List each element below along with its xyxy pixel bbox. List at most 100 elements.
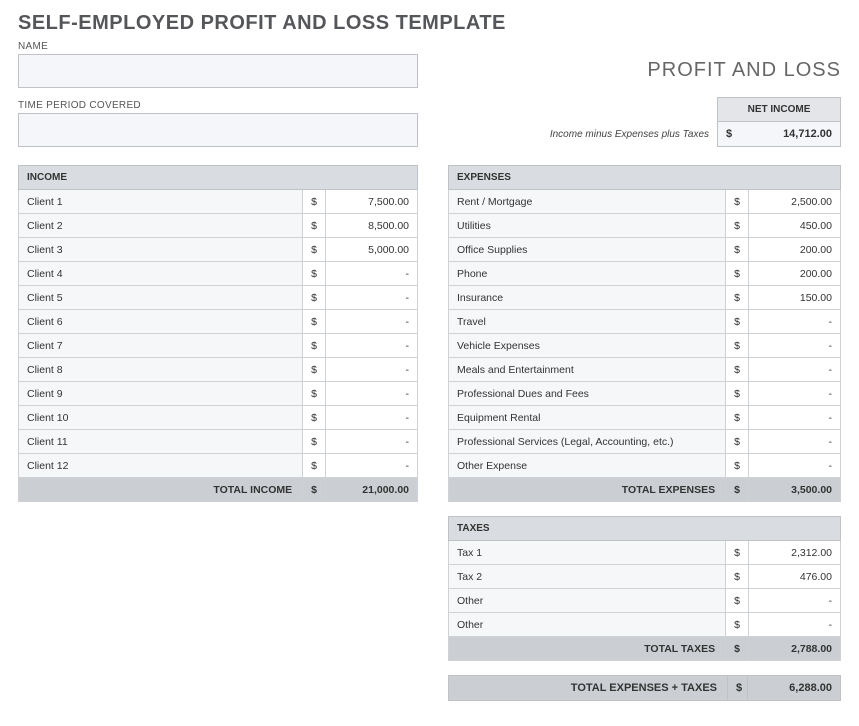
row-value[interactable]: 8,500.00 [326, 214, 418, 238]
income-total-value: 21,000.00 [326, 478, 418, 502]
row-value[interactable]: 476.00 [749, 565, 841, 589]
row-currency: $ [303, 406, 326, 430]
row-label[interactable]: Client 9 [19, 382, 303, 406]
row-value[interactable]: 5,000.00 [326, 238, 418, 262]
row-label[interactable]: Client 11 [19, 430, 303, 454]
row-currency: $ [726, 262, 749, 286]
table-row: Client 10$- [19, 406, 418, 430]
row-value[interactable]: - [749, 589, 841, 613]
row-label[interactable]: Client 2 [19, 214, 303, 238]
table-row: Rent / Mortgage$2,500.00 [449, 190, 841, 214]
row-currency: $ [303, 430, 326, 454]
row-label[interactable]: Meals and Entertainment [449, 358, 726, 382]
row-value[interactable]: - [326, 406, 418, 430]
main-title: SELF-EMPLOYED PROFIT AND LOSS TEMPLATE [18, 12, 506, 35]
row-label[interactable]: Insurance [449, 286, 726, 310]
row-currency: $ [303, 382, 326, 406]
row-value[interactable]: - [326, 382, 418, 406]
table-row: Client 4$- [19, 262, 418, 286]
row-currency: $ [726, 613, 749, 637]
row-currency: $ [726, 286, 749, 310]
row-label[interactable]: Travel [449, 310, 726, 334]
row-label[interactable]: Other Expense [449, 454, 726, 478]
row-currency: $ [303, 262, 326, 286]
row-label[interactable]: Client 1 [19, 190, 303, 214]
row-value[interactable]: 200.00 [749, 238, 841, 262]
expenses-total-value: 3,500.00 [749, 478, 841, 502]
row-value[interactable]: 450.00 [749, 214, 841, 238]
row-value[interactable]: - [326, 286, 418, 310]
taxes-total-value: 2,788.00 [749, 637, 841, 661]
name-input[interactable] [18, 54, 418, 88]
row-value[interactable]: - [749, 613, 841, 637]
row-value[interactable]: - [749, 382, 841, 406]
columns: INCOME Client 1$7,500.00Client 2$8,500.0… [18, 165, 841, 701]
net-income-area: Income minus Expenses plus Taxes NET INC… [550, 97, 841, 147]
row-label[interactable]: Tax 2 [449, 565, 726, 589]
table-row: Client 7$- [19, 334, 418, 358]
row-value[interactable]: 2,312.00 [749, 541, 841, 565]
row-value[interactable]: - [326, 334, 418, 358]
row-value[interactable]: 200.00 [749, 262, 841, 286]
row-value[interactable]: 150.00 [749, 286, 841, 310]
grand-total-row: TOTAL EXPENSES + TAXES $ 6,288.00 [448, 675, 841, 701]
row-label[interactable]: Client 6 [19, 310, 303, 334]
taxes-total-currency: $ [726, 637, 749, 661]
row-currency: $ [726, 358, 749, 382]
row-label[interactable]: Other [449, 589, 726, 613]
row-value[interactable]: 7,500.00 [326, 190, 418, 214]
net-income-note: Income minus Expenses plus Taxes [550, 129, 709, 147]
row-currency: $ [303, 310, 326, 334]
table-row: Professional Services (Legal, Accounting… [449, 430, 841, 454]
row-label[interactable]: Client 7 [19, 334, 303, 358]
table-row: Client 2$8,500.00 [19, 214, 418, 238]
row-label[interactable]: Client 10 [19, 406, 303, 430]
table-row: Tax 1$2,312.00 [449, 541, 841, 565]
expenses-table: EXPENSES Rent / Mortgage$2,500.00Utiliti… [448, 165, 841, 502]
row-label[interactable]: Professional Dues and Fees [449, 382, 726, 406]
row-label[interactable]: Client 12 [19, 454, 303, 478]
row-currency: $ [303, 190, 326, 214]
expenses-header: EXPENSES [449, 166, 841, 190]
row-label[interactable]: Utilities [449, 214, 726, 238]
row-currency: $ [303, 286, 326, 310]
row-value[interactable]: - [326, 358, 418, 382]
table-row: Insurance$150.00 [449, 286, 841, 310]
row-label[interactable]: Rent / Mortgage [449, 190, 726, 214]
row-label[interactable]: Vehicle Expenses [449, 334, 726, 358]
row-value[interactable]: - [749, 430, 841, 454]
row-currency: $ [726, 565, 749, 589]
row-label[interactable]: Client 4 [19, 262, 303, 286]
row-label[interactable]: Other [449, 613, 726, 637]
row-label[interactable]: Client 3 [19, 238, 303, 262]
name-block: NAME [18, 41, 418, 88]
net-income-header: NET INCOME [718, 98, 840, 122]
row-value[interactable]: - [326, 430, 418, 454]
row-value[interactable]: - [749, 454, 841, 478]
row-label[interactable]: Client 8 [19, 358, 303, 382]
row-label[interactable]: Professional Services (Legal, Accounting… [449, 430, 726, 454]
row-currency: $ [303, 454, 326, 478]
row-label[interactable]: Tax 1 [449, 541, 726, 565]
row-label[interactable]: Equipment Rental [449, 406, 726, 430]
row-value[interactable]: - [326, 310, 418, 334]
row-value[interactable]: - [749, 406, 841, 430]
row-label[interactable]: Client 5 [19, 286, 303, 310]
row-value[interactable]: - [326, 262, 418, 286]
row-value[interactable]: - [326, 454, 418, 478]
table-row: Tax 2$476.00 [449, 565, 841, 589]
row-label[interactable]: Office Supplies [449, 238, 726, 262]
row-value[interactable]: 2,500.00 [749, 190, 841, 214]
income-header: INCOME [19, 166, 418, 190]
time-period-input[interactable] [18, 113, 418, 147]
header: SELF-EMPLOYED PROFIT AND LOSS TEMPLATE [18, 12, 841, 35]
table-row: Client 9$- [19, 382, 418, 406]
grand-total-label: TOTAL EXPENSES + TAXES [449, 676, 728, 700]
row-value[interactable]: - [749, 310, 841, 334]
row-label[interactable]: Phone [449, 262, 726, 286]
table-row: Client 3$5,000.00 [19, 238, 418, 262]
table-row: Office Supplies$200.00 [449, 238, 841, 262]
row-value[interactable]: - [749, 334, 841, 358]
table-row: Client 11$- [19, 430, 418, 454]
row-value[interactable]: - [749, 358, 841, 382]
